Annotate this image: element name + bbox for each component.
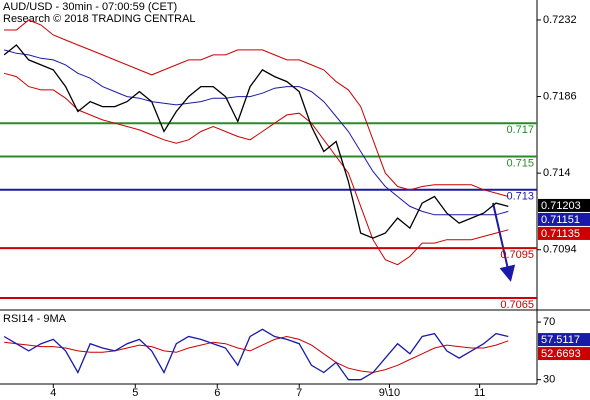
indicator-title: RSI14 - 9MA [3,313,67,325]
series-line [3,328,509,381]
y-tick-label: 0.7186 [543,90,577,102]
chart-subtitle: Research © 2018 TRADING CENTRAL [3,13,196,25]
price-tag [538,226,590,240]
chart-title: AUD/USD - 30min - 07:00:59 (CET) [3,1,177,13]
price-tag-label: 0.71151 [541,214,580,226]
y-tick-label: 30 [543,374,555,386]
price-tag [538,198,590,212]
forecast-arrow [492,202,516,282]
y-tick-label: 0.7094 [543,244,577,256]
level-label: 0.717 [506,124,534,136]
series-line [4,335,509,374]
x-tick-label: 9\10 [379,387,400,399]
x-tick-label: 5 [132,387,138,399]
y-tick-label: 0.714 [543,167,571,179]
level-label: 0.7065 [500,299,534,311]
x-tick-label: 6 [214,387,220,399]
price-tag-label: 0.71135 [541,228,580,240]
x-tick-label: 11 [474,387,485,399]
series-line [3,72,509,266]
y-tick-label: 0.7232 [543,14,577,26]
price-tag [538,347,590,361]
price-tag [538,212,590,226]
series-line [4,19,509,197]
series-line [3,49,509,216]
y-tick-label: 70 [543,316,555,328]
series-line [3,44,509,239]
price-tag-label: 57.5117 [541,334,580,346]
x-tick-label: 7 [296,387,302,399]
price-tag [538,333,590,347]
level-label: 0.7095 [500,249,534,261]
x-tick-label: 4 [50,387,56,399]
level-label: 0.715 [506,157,534,169]
level-label: 0.713 [506,191,534,203]
price-tag-label: 0.71203 [541,200,581,212]
price-tag-label: 52.6693 [541,348,581,360]
